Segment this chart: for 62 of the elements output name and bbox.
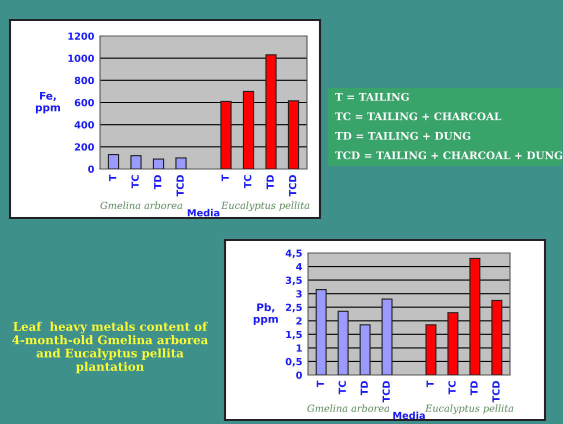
y-tick-label: 400 [74, 121, 94, 128]
y-tick-label: 1000 [68, 54, 94, 62]
bar [360, 324, 371, 375]
text: TC = TAILING + CHARCOAL [335, 112, 502, 120]
text: Eucalyptus pellita [221, 201, 310, 212]
x-tick-label: TD [154, 175, 162, 190]
bar [152, 158, 164, 169]
x-tick-label: TC [448, 381, 456, 394]
y-tick-label: 4,5 [286, 250, 302, 258]
x-tick-label: TD [470, 381, 478, 396]
bar [491, 300, 502, 375]
y-tick-label: 1 [296, 344, 302, 352]
x-tick-label: TC [131, 175, 139, 188]
x-tick-label: T [109, 174, 116, 182]
y-tick-label: 600 [74, 98, 94, 106]
x-tick-label: TCD [492, 381, 500, 402]
text: Gmelina arborea [100, 202, 182, 210]
y-tick-label: 800 [74, 76, 94, 84]
x-tick-label: TD [360, 381, 368, 396]
bar [425, 324, 436, 375]
x-tick-label: T [316, 380, 324, 388]
bar [242, 90, 254, 169]
y-tick-label: 200 [74, 143, 94, 151]
text: Eucalyptus pellita [425, 404, 514, 414]
bar [265, 54, 277, 169]
bar [220, 100, 232, 169]
bar [108, 154, 120, 169]
y-tick-label: 1,5 [286, 330, 302, 340]
y-tick-label: 2,5 [286, 304, 302, 312]
text: TCD = TAILING + CHARCOAL + DUNG [335, 151, 562, 160]
y-tick-label: 3 [296, 290, 302, 298]
bar [175, 157, 187, 169]
x-tick-label: T [222, 174, 229, 182]
y-tick-label: 0,5 [286, 358, 302, 367]
bar [469, 258, 480, 375]
x-tick-label: TCD [382, 381, 390, 402]
y-tick-label: 0 [296, 371, 302, 379]
y-tick-label: 3,5 [286, 276, 302, 286]
x-tick-label: TCD [176, 175, 184, 196]
x-axis-title: Media [188, 208, 220, 216]
bar [447, 312, 458, 375]
text: Gmelina arborea [307, 404, 390, 412]
text: Leaf heavy metals content of 4-month-old Gmelina arborea and Eucalyptus pellita plantation [12, 322, 208, 374]
y-axis-title: Pb, ppm [254, 303, 278, 325]
y-tick-label: 2 [296, 317, 302, 324]
x-axis-title: Media [393, 412, 425, 420]
text: TD = TAILING + DUNG [335, 132, 470, 140]
bar [288, 100, 300, 169]
y-tick-label: 0 [88, 165, 94, 173]
bar [338, 310, 349, 375]
bar [316, 289, 327, 375]
bar [382, 298, 393, 375]
x-tick-label: TC [338, 381, 346, 394]
x-tick-label: TCD [288, 175, 296, 196]
y-axis-title: Fe, ppm [36, 92, 60, 114]
bar [130, 155, 142, 169]
x-tick-label: T [426, 380, 434, 388]
y-tick-label: 4 [296, 263, 302, 270]
y-tick-label: 1200 [68, 32, 94, 40]
x-tick-label: TD [266, 175, 274, 190]
text: T = TAILING [335, 92, 409, 101]
x-tick-label: TC [244, 175, 252, 188]
